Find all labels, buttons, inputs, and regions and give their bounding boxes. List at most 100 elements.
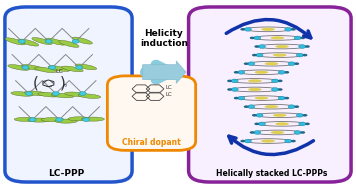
Circle shape [278, 96, 285, 100]
Circle shape [284, 71, 289, 74]
Text: LC: LC [56, 69, 63, 74]
Circle shape [22, 66, 29, 69]
Ellipse shape [273, 114, 287, 117]
Circle shape [244, 139, 251, 143]
Circle shape [238, 70, 245, 74]
Circle shape [258, 45, 266, 48]
Ellipse shape [265, 105, 278, 108]
FancyBboxPatch shape [5, 7, 132, 182]
Circle shape [72, 40, 79, 43]
Ellipse shape [78, 94, 101, 98]
Text: Helicity
induction: Helicity induction [140, 29, 188, 48]
Circle shape [294, 131, 301, 134]
Text: (: ( [33, 76, 39, 91]
Circle shape [299, 122, 306, 126]
Circle shape [272, 79, 279, 83]
Circle shape [291, 28, 296, 31]
Ellipse shape [261, 28, 275, 31]
Ellipse shape [48, 66, 70, 71]
Circle shape [75, 66, 83, 69]
Ellipse shape [271, 36, 284, 40]
Ellipse shape [255, 71, 268, 74]
Circle shape [56, 118, 63, 122]
Text: LC-PPP: LC-PPP [49, 169, 85, 178]
Circle shape [248, 105, 255, 108]
Circle shape [294, 105, 299, 108]
Ellipse shape [54, 119, 78, 123]
Ellipse shape [68, 117, 91, 121]
Circle shape [272, 88, 279, 91]
Ellipse shape [248, 79, 262, 83]
Text: Helically stacked LC-PPPs: Helically stacked LC-PPPs [216, 169, 327, 178]
Ellipse shape [275, 122, 289, 125]
Circle shape [255, 122, 259, 125]
FancyArrow shape [143, 61, 186, 83]
Circle shape [256, 53, 263, 57]
Circle shape [252, 54, 257, 56]
Circle shape [278, 88, 283, 91]
Ellipse shape [41, 118, 64, 122]
Ellipse shape [72, 37, 93, 44]
Text: LC: LC [166, 84, 172, 90]
Circle shape [305, 122, 310, 125]
Ellipse shape [45, 38, 66, 45]
FancyBboxPatch shape [108, 76, 196, 150]
Circle shape [303, 54, 308, 56]
Circle shape [250, 131, 255, 134]
Circle shape [297, 113, 303, 117]
Circle shape [25, 92, 32, 95]
Circle shape [240, 140, 245, 142]
Ellipse shape [32, 37, 52, 45]
Ellipse shape [51, 93, 74, 98]
Circle shape [250, 37, 255, 39]
Circle shape [254, 131, 261, 134]
Circle shape [297, 53, 303, 57]
Ellipse shape [255, 96, 268, 100]
Circle shape [288, 105, 295, 108]
Ellipse shape [248, 88, 262, 91]
Circle shape [254, 36, 261, 40]
Ellipse shape [5, 38, 25, 45]
Circle shape [284, 97, 289, 99]
Ellipse shape [19, 39, 39, 46]
Text: LC: LC [166, 92, 172, 97]
Circle shape [231, 79, 238, 83]
Circle shape [300, 37, 305, 39]
Circle shape [49, 66, 56, 69]
Circle shape [255, 45, 259, 48]
Circle shape [244, 27, 251, 31]
Ellipse shape [271, 131, 284, 134]
Circle shape [291, 140, 296, 142]
Ellipse shape [21, 64, 43, 70]
Circle shape [294, 36, 301, 40]
Text: n: n [63, 83, 67, 88]
Circle shape [29, 118, 36, 122]
Circle shape [256, 113, 263, 117]
Circle shape [252, 114, 257, 117]
FancyBboxPatch shape [189, 7, 351, 182]
Ellipse shape [35, 67, 56, 73]
Circle shape [79, 92, 86, 95]
Ellipse shape [82, 117, 104, 121]
Ellipse shape [28, 118, 51, 122]
Circle shape [45, 40, 52, 43]
Circle shape [234, 97, 239, 99]
Circle shape [288, 62, 295, 66]
Circle shape [278, 70, 285, 74]
Ellipse shape [275, 45, 289, 48]
Ellipse shape [14, 117, 37, 121]
Ellipse shape [62, 66, 83, 72]
Text: Chiral dopant: Chiral dopant [122, 138, 181, 147]
Circle shape [285, 27, 292, 31]
Ellipse shape [38, 92, 61, 97]
Circle shape [305, 45, 310, 48]
Circle shape [244, 62, 249, 65]
Ellipse shape [261, 139, 275, 143]
Circle shape [303, 114, 308, 117]
Ellipse shape [8, 65, 30, 70]
Circle shape [231, 88, 238, 91]
Circle shape [294, 62, 299, 65]
Ellipse shape [59, 40, 79, 47]
Circle shape [83, 118, 90, 122]
Circle shape [248, 62, 255, 66]
